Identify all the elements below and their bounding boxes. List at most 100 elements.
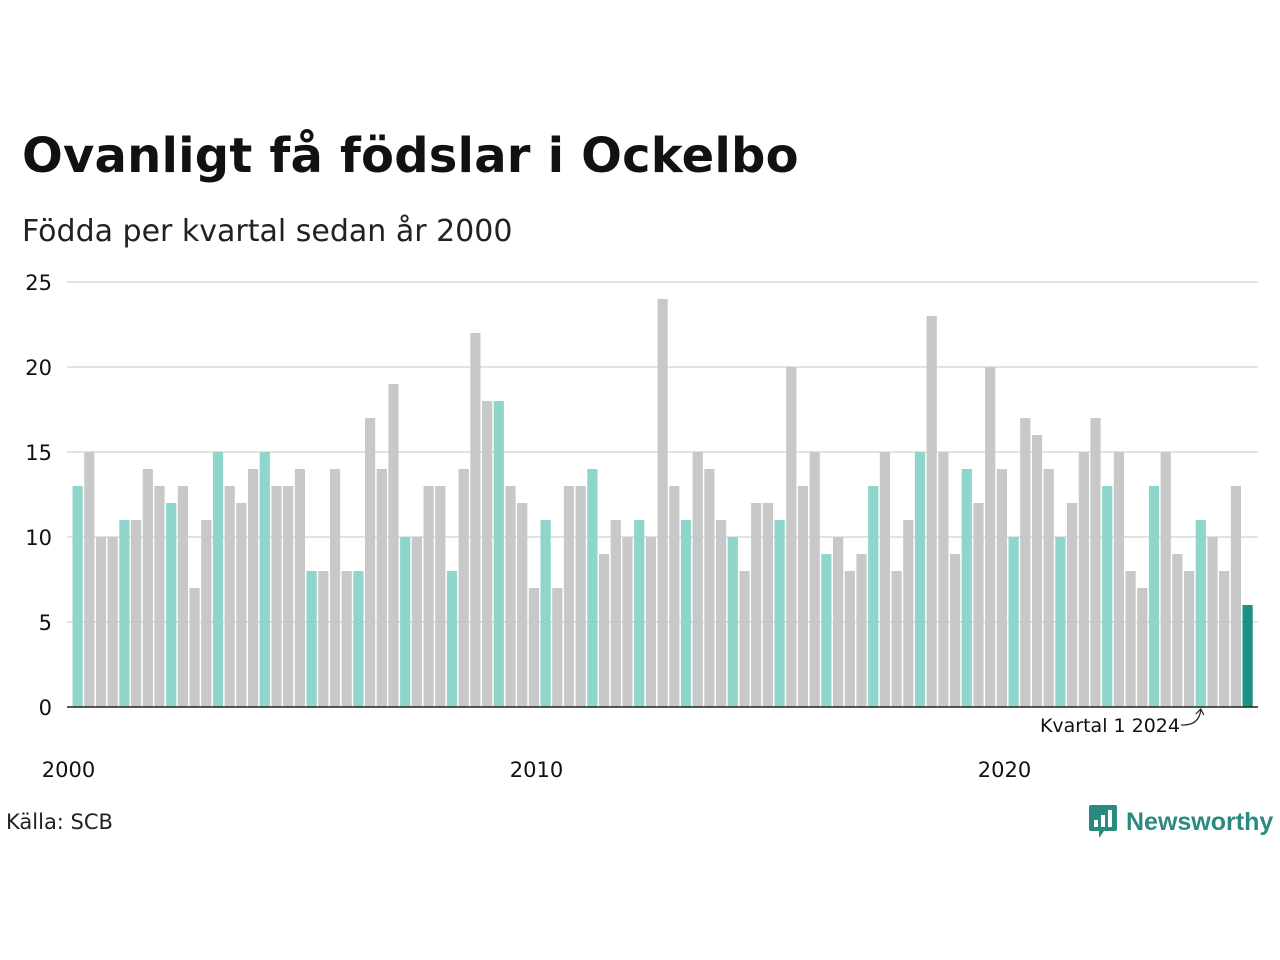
bar <box>329 469 341 707</box>
bar <box>458 469 469 707</box>
bar <box>704 469 715 707</box>
bars <box>72 299 1253 707</box>
bar <box>1242 605 1253 707</box>
bar <box>762 503 773 707</box>
bar <box>376 469 387 707</box>
bar <box>271 486 282 707</box>
bar <box>774 520 785 707</box>
chart-title: Ovanligt få födslar i Ockelbo <box>22 128 799 184</box>
bar <box>1055 537 1066 707</box>
y-axis-ticks: 0 5 10 15 20 25 <box>25 271 52 720</box>
bar <box>938 452 949 707</box>
bar <box>107 537 118 707</box>
bar <box>563 486 575 707</box>
y-tick-label: 10 <box>25 526 52 550</box>
bar <box>751 503 762 707</box>
bar <box>1020 418 1031 707</box>
bar <box>294 469 305 707</box>
bar <box>1113 452 1124 707</box>
bar <box>1125 571 1136 707</box>
bar <box>1172 554 1183 707</box>
annotation-arrow <box>1180 709 1202 726</box>
bar <box>435 486 446 707</box>
bar <box>786 367 797 707</box>
bar <box>809 452 820 707</box>
bar <box>189 588 200 707</box>
bar <box>259 452 270 707</box>
bar <box>961 469 972 707</box>
bar <box>423 486 434 707</box>
bar <box>891 571 902 707</box>
bar <box>973 503 984 707</box>
bar <box>692 452 703 707</box>
bar <box>821 554 832 707</box>
bar <box>72 486 83 707</box>
bar <box>833 537 844 707</box>
bar <box>353 571 364 707</box>
bar <box>283 486 294 707</box>
bar <box>212 452 224 707</box>
bar <box>470 333 481 707</box>
bar <box>716 520 727 707</box>
bar <box>493 401 504 707</box>
brand-name: Newsworthy <box>1126 807 1274 836</box>
bar <box>622 537 633 707</box>
bar <box>400 537 411 707</box>
bar <box>517 503 528 707</box>
bar <box>669 486 680 707</box>
bar <box>657 299 668 707</box>
bar <box>1195 520 1206 707</box>
bar <box>528 588 539 707</box>
y-tick-label: 20 <box>25 356 52 380</box>
bar <box>879 452 890 707</box>
bar-chart-speech-bubble-icon <box>1089 805 1117 838</box>
bar <box>903 520 914 707</box>
chart-subtitle: Födda per kvartal sedan år 2000 <box>22 214 513 249</box>
bar <box>1230 486 1241 707</box>
bar <box>985 367 996 707</box>
bar <box>1160 452 1171 707</box>
bar <box>1078 452 1089 707</box>
bar <box>154 486 165 707</box>
bar <box>1043 469 1054 707</box>
bar <box>610 520 621 707</box>
bar <box>552 588 563 707</box>
bar <box>844 571 855 707</box>
bar <box>1184 571 1195 707</box>
x-tick-label: 2000 <box>42 758 95 782</box>
bar <box>926 316 937 707</box>
bar <box>306 571 317 707</box>
bar <box>1219 571 1230 707</box>
bar <box>365 418 376 707</box>
source-note: Källa: SCB <box>6 810 113 834</box>
bar <box>599 554 610 707</box>
bar <box>119 520 130 707</box>
bar <box>950 554 961 707</box>
x-axis-ticks: 2000 2010 2020 <box>42 758 1031 782</box>
bar <box>236 503 247 707</box>
bar <box>1207 537 1218 707</box>
bar <box>505 486 516 707</box>
bar <box>645 537 656 707</box>
bar <box>739 571 750 707</box>
bar <box>996 469 1007 707</box>
y-tick-label: 25 <box>25 271 52 295</box>
bar <box>1067 503 1078 707</box>
y-tick-label: 0 <box>39 696 52 720</box>
bar <box>575 486 586 707</box>
annotation: Kvartal 1 2024 <box>1040 707 1205 737</box>
bar <box>727 537 738 707</box>
bar <box>587 469 598 707</box>
bar <box>95 537 107 707</box>
bar <box>868 486 879 707</box>
bar <box>540 520 551 707</box>
bar <box>680 520 692 707</box>
bar <box>1031 435 1043 707</box>
bar <box>1137 588 1148 707</box>
y-tick-label: 15 <box>25 441 52 465</box>
bar <box>142 469 153 707</box>
bar <box>224 486 235 707</box>
bar <box>166 503 177 707</box>
bar <box>856 554 867 707</box>
